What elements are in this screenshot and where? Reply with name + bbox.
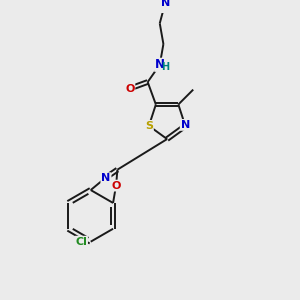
Text: S: S <box>145 121 153 131</box>
Text: N: N <box>181 120 190 130</box>
Text: Cl: Cl <box>75 237 87 247</box>
Text: O: O <box>112 181 121 190</box>
Text: N: N <box>101 173 111 183</box>
Text: O: O <box>125 84 134 94</box>
Text: H: H <box>161 62 169 72</box>
Text: N: N <box>160 0 170 8</box>
Text: N: N <box>155 58 165 71</box>
